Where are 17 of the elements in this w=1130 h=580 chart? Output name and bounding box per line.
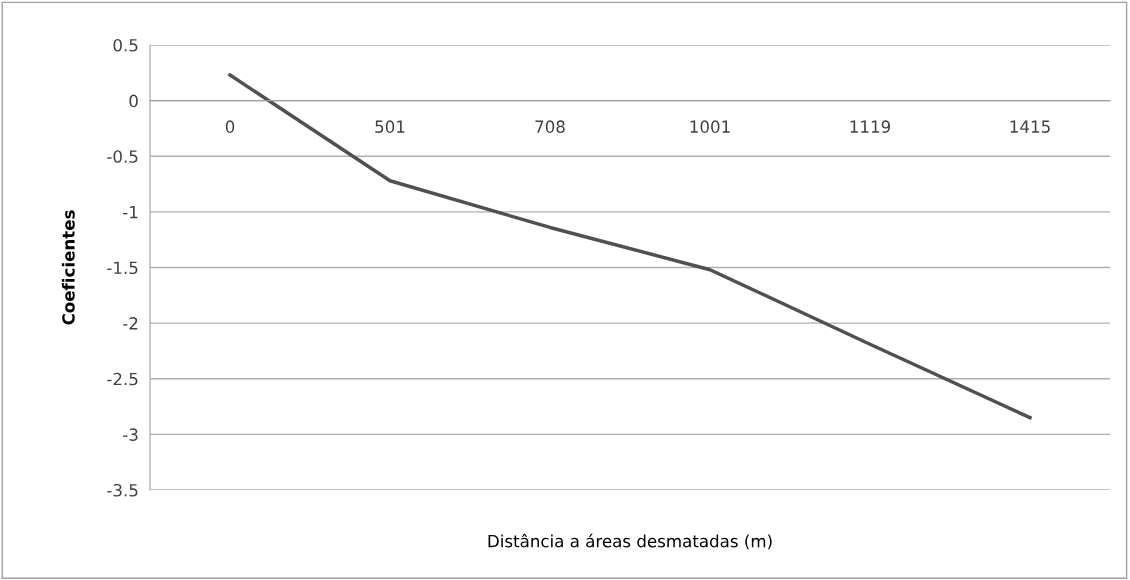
y-tick-label: -3.5 — [107, 483, 138, 497]
x-tick-label: 501 — [375, 120, 405, 133]
y-tick-label: 0.5 — [113, 38, 138, 52]
x-tick-label: 0 — [225, 120, 235, 133]
x-tick-label: 1001 — [690, 120, 730, 133]
x-tick-label: 1119 — [850, 120, 891, 133]
y-tick-label: -2.5 — [107, 372, 138, 386]
y-tick-label: -1 — [123, 206, 138, 219]
y-tick-label: -1.5 — [107, 261, 138, 275]
y-axis-title: Coeficientes — [61, 210, 75, 325]
x-tick-label: 708 — [535, 120, 565, 133]
y-tick-label: -2 — [123, 317, 138, 330]
x-axis-title: Distância a áreas desmatadas (m) — [488, 533, 772, 550]
y-tick-label: 0 — [129, 94, 138, 108]
y-tick-label: -3 — [123, 428, 138, 441]
x-tick-label: 1415 — [1010, 120, 1050, 133]
y-tick-label: -0.5 — [107, 150, 138, 163]
